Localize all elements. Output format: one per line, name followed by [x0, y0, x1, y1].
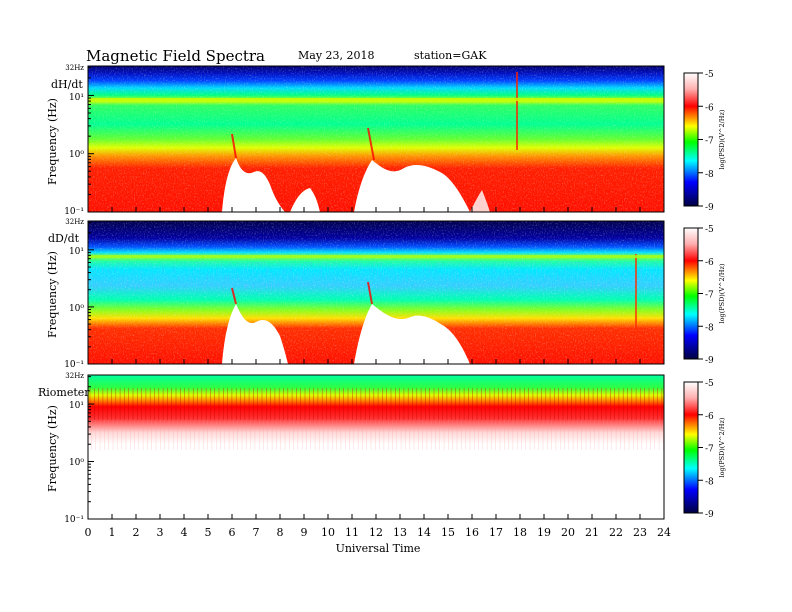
- colorbar-3: -5 -6 -7 -8 -9 log(PSD)(V^2/Hz): [683, 379, 726, 520]
- figure-date: May 23, 2018: [298, 49, 375, 62]
- x-tick-label: 21: [585, 526, 599, 539]
- panel-riometer-ylabel: Frequency (Hz): [46, 405, 59, 492]
- colorbar-scale: [683, 227, 699, 360]
- colorbar-1: -5 -6 -7 -8 -9 log(PSD)(V^2/Hz): [683, 70, 726, 213]
- panel-dhdt-label: dH/dt: [51, 78, 83, 91]
- colorbar-tick-label: -8: [705, 170, 714, 180]
- x-tick-label: 19: [537, 526, 551, 539]
- panel-dddt-ytick-1: 10⁰: [69, 304, 84, 314]
- panel-riometer-ytop: 32Hz: [65, 372, 84, 380]
- panel-riometer: Riometer Frequency (Hz) 32Hz 10¹ 10⁰ 10⁻…: [38, 372, 665, 525]
- x-axis-label: Universal Time: [336, 542, 421, 555]
- panel-dddt-ytick-01: 10⁻¹: [64, 360, 84, 370]
- panel-dhdt-ytick-10: 10¹: [69, 93, 84, 103]
- colorbar-label: log(PSD)(V^2/Hz): [718, 263, 726, 323]
- colorbar-tick-label: -6: [705, 412, 714, 422]
- figure-title: Magnetic Field Spectra: [86, 47, 265, 65]
- x-tick-label: 6: [229, 526, 236, 539]
- panel-dhdt-ylabel: Frequency (Hz): [46, 98, 59, 185]
- panel-riometer-ytick-01: 10⁻¹: [64, 515, 84, 525]
- x-tick-label: 10: [321, 526, 335, 539]
- x-tick-label: 1: [109, 526, 116, 539]
- panel-dddt-gap-1: [222, 304, 288, 364]
- colorbar-label: log(PSD)(V^2/Hz): [718, 109, 726, 169]
- x-tick-label: 17: [489, 526, 503, 539]
- x-tick-label: 18: [513, 526, 527, 539]
- x-tick-label: 20: [561, 526, 575, 539]
- colorbar-2: -5 -6 -7 -8 -9 log(PSD)(V^2/Hz): [683, 225, 726, 366]
- panel-dddt-ytick-10: 10¹: [69, 247, 84, 257]
- x-tick-label: 23: [633, 526, 647, 539]
- panel-dhdt-ytick-1: 10⁰: [69, 150, 84, 160]
- x-tick-label: 5: [205, 526, 212, 539]
- panel-dddt-label: dD/dt: [48, 232, 80, 245]
- colorbar-tick-label: -8: [705, 477, 714, 487]
- colorbar-tick-label: -9: [705, 356, 714, 366]
- colorbar-scale: [683, 72, 699, 207]
- colorbar-tick-label: -5: [705, 379, 714, 389]
- colorbar-label: log(PSD)(V^2/Hz): [718, 417, 726, 477]
- colorbar-tick-label: -9: [705, 510, 714, 520]
- panel-dhdt-ytick-01: 10⁻¹: [64, 207, 84, 217]
- x-tick-label: 16: [465, 526, 479, 539]
- panel-dhdt-gap-1: [222, 158, 285, 212]
- colorbar-tick-label: -6: [705, 103, 714, 113]
- panel-dddt: dD/dt Frequency (Hz) 32Hz 10¹ 10⁰ 10⁻¹: [46, 218, 665, 370]
- colorbar-tick-label: -8: [705, 323, 714, 333]
- colorbar-tick-label: -5: [705, 225, 714, 235]
- panel-dhdt: dH/dt Frequency (Hz) 32Hz 10¹ 10⁰ 10⁻¹: [46, 64, 665, 217]
- x-tick-label: 0: [85, 526, 92, 539]
- panel-dhdt-gap-3: [354, 160, 470, 212]
- panel-riometer-heatmap: [88, 375, 664, 519]
- colorbar-tick-label: -7: [705, 291, 714, 301]
- panel-dddt-gap-2: [354, 304, 470, 364]
- panel-dhdt-ytop: 32Hz: [65, 64, 84, 72]
- colorbar-tick-label: -7: [705, 445, 714, 455]
- x-tick-label: 12: [369, 526, 383, 539]
- panel-riometer-ytick-1: 10⁰: [69, 458, 84, 468]
- panel-dddt-ylabel: Frequency (Hz): [46, 251, 59, 338]
- figure-station: station=GAK: [414, 49, 487, 62]
- x-tick-label: 7: [253, 526, 260, 539]
- x-tick-label: 14: [417, 526, 431, 539]
- x-tick-label: 4: [181, 526, 188, 539]
- x-tick-label: 24: [657, 526, 671, 539]
- x-tick-label: 22: [609, 526, 623, 539]
- colorbar-tick-label: -5: [705, 70, 714, 80]
- x-tick-label: 13: [393, 526, 407, 539]
- panel-riometer-label: Riometer: [38, 386, 90, 399]
- x-tick-label: 9: [301, 526, 308, 539]
- panel-dhdt-gap-2: [290, 188, 320, 212]
- colorbar-tick-label: -6: [705, 258, 714, 268]
- colorbar-scale: [683, 381, 699, 514]
- x-tick-label: 15: [441, 526, 455, 539]
- x-tick-label: 3: [157, 526, 164, 539]
- x-tick-label: 11: [345, 526, 359, 539]
- colorbar-tick-label: -9: [705, 203, 714, 213]
- x-axis: 0 1 2 3 4 5 6 7 8 9 10 11 12 13 14 15 16 17 18 19 20 21 22 23 24: [85, 207, 671, 539]
- x-tick-label: 2: [133, 526, 140, 539]
- panel-riometer-ytick-10: 10¹: [69, 401, 84, 411]
- x-tick-label: 8: [277, 526, 284, 539]
- colorbar-tick-label: -7: [705, 137, 714, 147]
- panel-dddt-ytop: 32Hz: [65, 218, 84, 226]
